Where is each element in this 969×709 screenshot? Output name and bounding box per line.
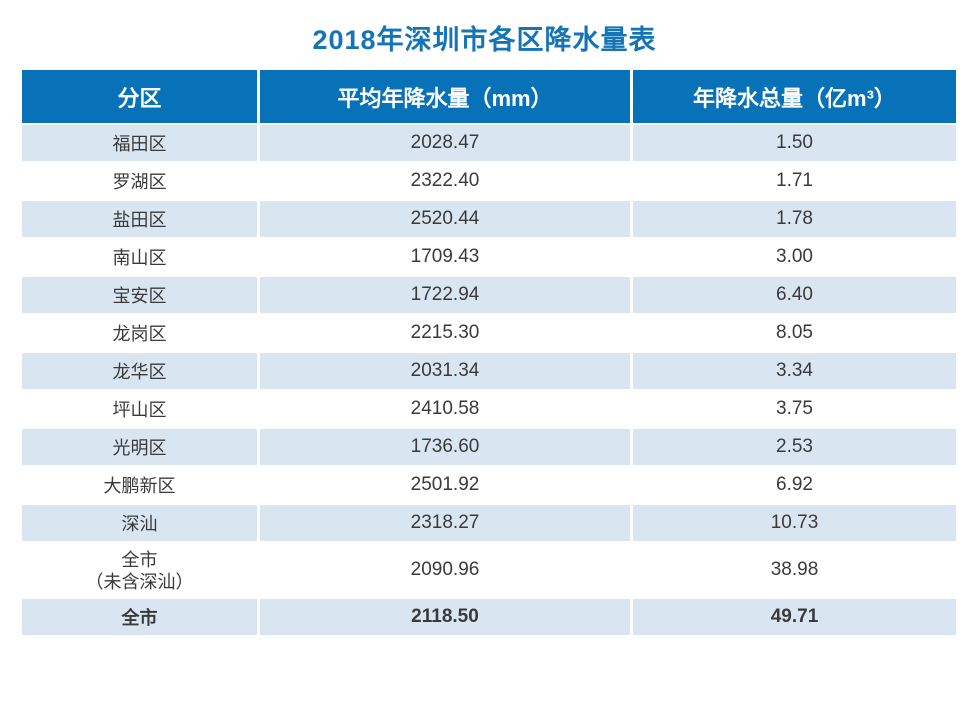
total-rainfall-cell: 6.92	[633, 467, 956, 505]
district-cell: 大鹏新区	[22, 467, 260, 505]
total-rainfall-cell: 3.34	[633, 353, 956, 391]
avg-rainfall-cell: 2031.34	[260, 353, 633, 391]
district-cell: 全市 （未含深汕）	[22, 543, 260, 599]
total-rainfall-cell: 2.53	[633, 429, 956, 467]
avg-rainfall-cell: 2322.40	[260, 163, 633, 201]
avg-rainfall-cell: 2118.50	[260, 599, 633, 637]
header-district: 分区	[22, 70, 260, 125]
district-note: （未含深汕）	[85, 572, 194, 593]
table-row: 大鹏新区 2501.92 6.92	[22, 467, 956, 505]
avg-rainfall-cell: 2501.92	[260, 467, 633, 505]
header-total-rainfall: 年降水总量（亿m³）	[633, 70, 956, 125]
table-row: 龙岗区 2215.30 8.05	[22, 315, 956, 353]
header-row: 分区 平均年降水量（mm） 年降水总量（亿m³）	[22, 70, 956, 125]
table-row: 罗湖区 2322.40 1.71	[22, 163, 956, 201]
table-row: 全市 （未含深汕） 2090.96 38.98	[22, 543, 956, 599]
district-cell: 龙岗区	[22, 315, 260, 353]
table-row: 深汕 2318.27 10.73	[22, 505, 956, 543]
district-cell: 全市	[22, 599, 260, 637]
total-rainfall-cell: 10.73	[633, 505, 956, 543]
district-cell: 罗湖区	[22, 163, 260, 201]
district-cell: 福田区	[22, 125, 260, 163]
total-rainfall-cell: 38.98	[633, 543, 956, 599]
district-cell: 龙华区	[22, 353, 260, 391]
page-title: 2018年深圳市各区降水量表	[312, 25, 657, 55]
table-row: 福田区 2028.47 1.50	[22, 125, 956, 163]
table-row: 龙华区 2031.34 3.34	[22, 353, 956, 391]
total-rainfall-cell: 1.50	[633, 125, 956, 163]
header-avg-rainfall: 平均年降水量（mm）	[260, 70, 633, 125]
table-body: 福田区 2028.47 1.50 罗湖区 2322.40 1.71 盐田区 2520.44 1.…	[22, 125, 956, 637]
avg-rainfall-cell: 1736.60	[260, 429, 633, 467]
avg-rainfall-cell: 2215.30	[260, 315, 633, 353]
table-row: 宝安区 1722.94 6.40	[22, 277, 956, 315]
district-cell: 南山区	[22, 239, 260, 277]
table-row: 光明区 1736.60 2.53	[22, 429, 956, 467]
avg-rainfall-cell: 1709.43	[260, 239, 633, 277]
table-row: 坪山区 2410.58 3.75	[22, 391, 956, 429]
table-row: 南山区 1709.43 3.00	[22, 239, 956, 277]
district-cell: 光明区	[22, 429, 260, 467]
rainfall-table: 分区 平均年降水量（mm） 年降水总量（亿m³） 福田区 2028.47 1.50 罗…	[22, 70, 956, 637]
district-cell: 宝安区	[22, 277, 260, 315]
total-rainfall-cell: 1.78	[633, 201, 956, 239]
avg-rainfall-cell: 2520.44	[260, 201, 633, 239]
district-cell: 坪山区	[22, 391, 260, 429]
total-rainfall-cell: 3.75	[633, 391, 956, 429]
avg-rainfall-cell: 1722.94	[260, 277, 633, 315]
total-rainfall-cell: 49.71	[633, 599, 956, 637]
avg-rainfall-cell: 2318.27	[260, 505, 633, 543]
district-cell: 深汕	[22, 505, 260, 543]
district-cell: 盐田区	[22, 201, 260, 239]
avg-rainfall-cell: 2410.58	[260, 391, 633, 429]
avg-rainfall-cell: 2090.96	[260, 543, 633, 599]
table-row: 盐田区 2520.44 1.78	[22, 201, 956, 239]
table-header: 分区 平均年降水量（mm） 年降水总量（亿m³）	[22, 70, 956, 125]
table-row: 全市 2118.50 49.71	[22, 599, 956, 637]
total-rainfall-cell: 3.00	[633, 239, 956, 277]
total-rainfall-cell: 1.71	[633, 163, 956, 201]
avg-rainfall-cell: 2028.47	[260, 125, 633, 163]
total-rainfall-cell: 6.40	[633, 277, 956, 315]
total-rainfall-cell: 8.05	[633, 315, 956, 353]
